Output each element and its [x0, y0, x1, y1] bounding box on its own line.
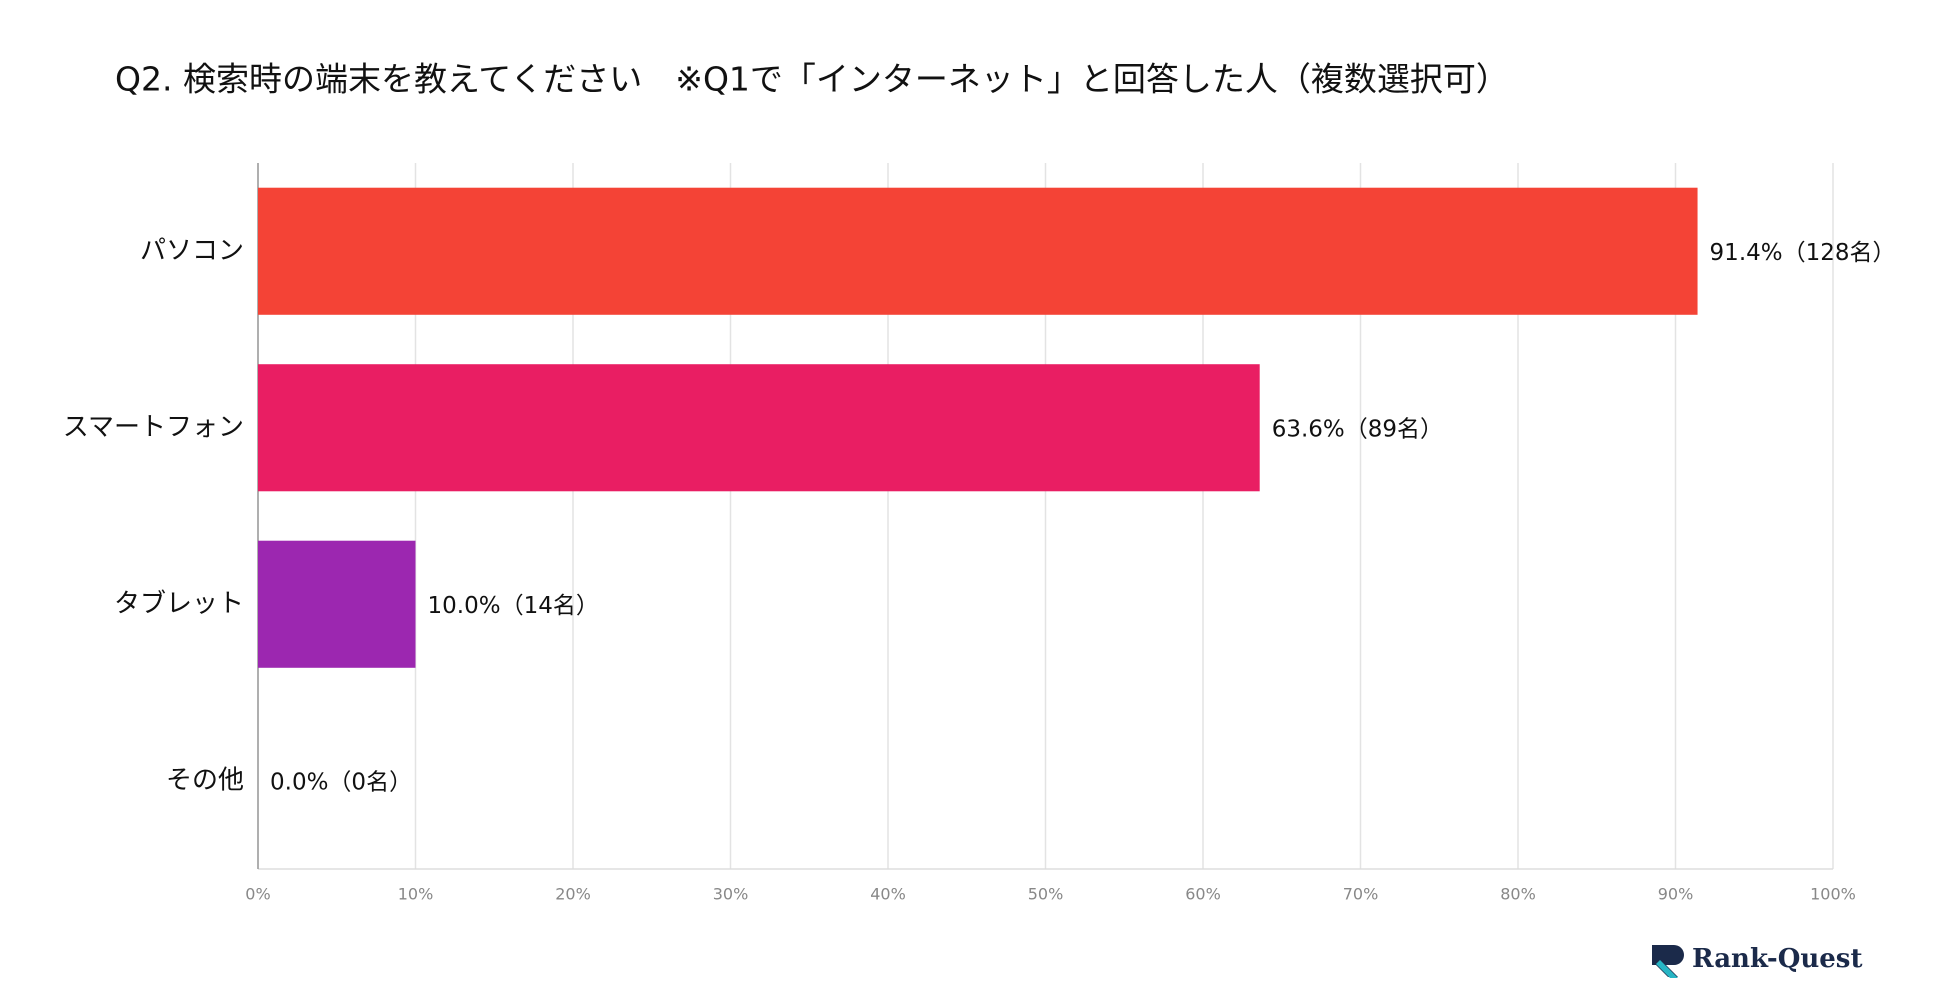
x-tick-label: 60% — [1185, 885, 1221, 904]
value-label: 0.0%（0名） — [270, 769, 412, 795]
x-tick-label: 100% — [1810, 885, 1856, 904]
x-tick-label: 0% — [245, 885, 270, 904]
x-tick-label: 30% — [713, 885, 749, 904]
y-tick-label: パソコン — [140, 236, 244, 266]
chart-title: Q2. 検索時の端末を教えてください ※Q1で「インターネット」と回答した人（複… — [115, 60, 1509, 99]
logo: Rank-Quest — [1652, 944, 1862, 978]
x-tick-label: 40% — [870, 885, 906, 904]
y-tick-label: タブレット — [114, 589, 244, 619]
x-tick-label: 90% — [1658, 885, 1694, 904]
bar — [258, 187, 1698, 315]
value-label: 91.4%（128名） — [1710, 240, 1896, 266]
logo-icon — [1652, 945, 1684, 977]
x-tick-label: 10% — [398, 885, 434, 904]
bar — [258, 540, 416, 668]
x-tick-label: 50% — [1028, 885, 1064, 904]
x-tick-label: 20% — [555, 885, 591, 904]
y-tick-label: その他 — [166, 765, 244, 795]
value-label: 63.6%（89名） — [1272, 416, 1443, 442]
x-tick-label: 80% — [1500, 885, 1536, 904]
value-label: 10.0%（14名） — [428, 593, 599, 619]
bar — [258, 364, 1260, 492]
logo-icon-accent — [1656, 960, 1678, 978]
x-tick-label: 70% — [1343, 885, 1379, 904]
logo-text: Rank-Quest — [1692, 944, 1862, 974]
y-tick-label: スマートフォン — [63, 412, 244, 442]
